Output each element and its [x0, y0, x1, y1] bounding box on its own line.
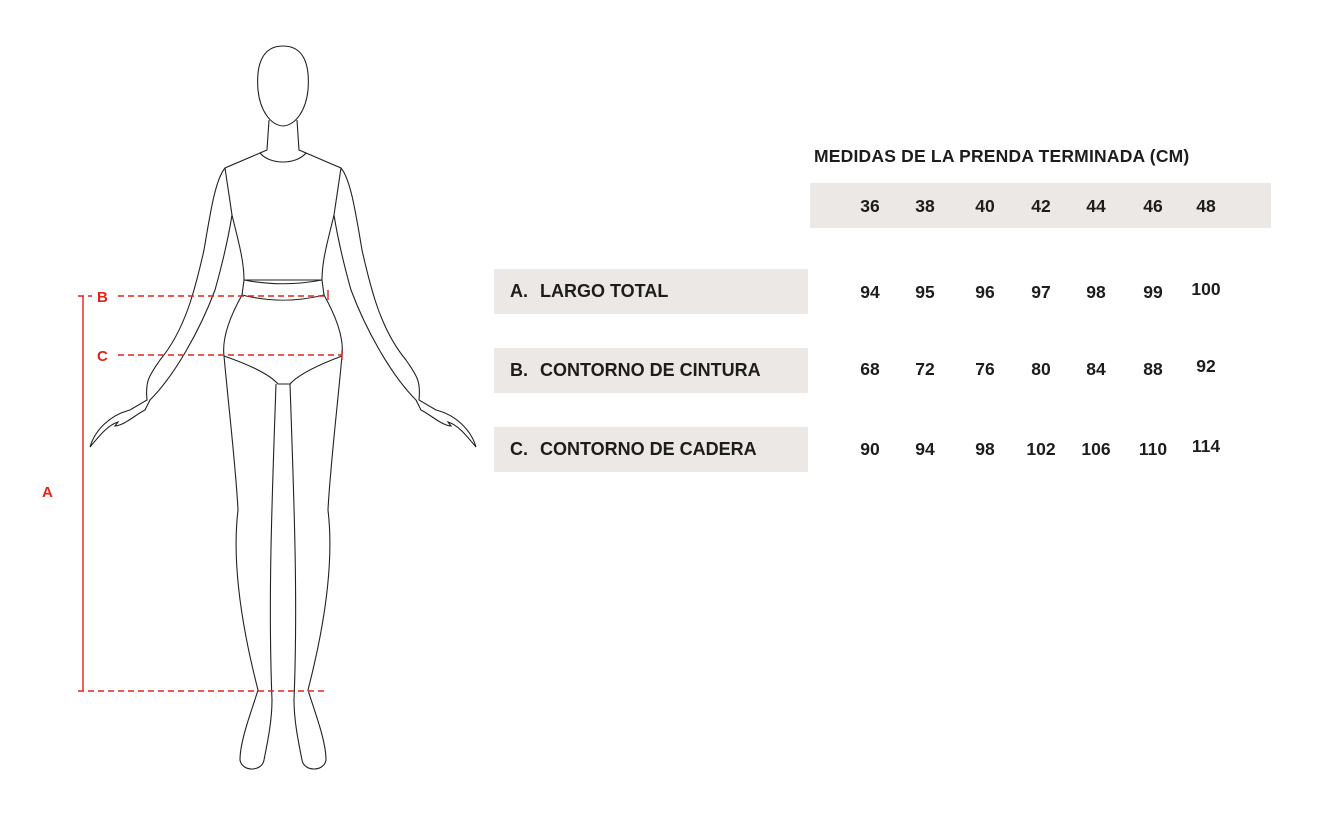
row-label: CONTORNO DE CADERA: [540, 439, 757, 459]
label-c: C: [97, 348, 108, 365]
table-cell: 98: [975, 439, 995, 459]
table-cell: 99: [1143, 282, 1163, 302]
size-header: 44: [1086, 196, 1106, 216]
table-cell: 110: [1138, 439, 1168, 459]
measurement-lines: [78, 290, 343, 692]
row-letter: B.: [510, 360, 528, 380]
table-cell: 90: [860, 439, 880, 459]
size-header-band: [810, 183, 1271, 228]
label-b: B: [97, 289, 108, 306]
table-cell: 96: [975, 282, 995, 302]
row-label-contorno-cadera: C. CONTORNO DE CADERA: [494, 427, 808, 472]
table-cell: 94: [860, 282, 880, 302]
table-cell: 76: [975, 359, 995, 379]
row-label: CONTORNO DE CINTURA: [540, 360, 761, 380]
table-cell: 98: [1086, 282, 1106, 302]
row-label: LARGO TOTAL: [540, 281, 669, 301]
row-letter: A.: [510, 281, 528, 301]
table-cell: 97: [1031, 282, 1051, 302]
table-cell: 102: [1026, 439, 1056, 459]
row-label-largo-total: A. LARGO TOTAL: [494, 269, 808, 314]
body-figure-diagram: B C A: [42, 45, 477, 770]
table-cell: 72: [915, 359, 935, 379]
size-header: 48: [1196, 196, 1216, 216]
table-cell: 100: [1191, 279, 1221, 299]
size-header: 40: [975, 196, 995, 216]
table-cell: 94: [915, 439, 935, 459]
size-header: 46: [1143, 196, 1163, 216]
table-title: MEDIDAS DE LA PRENDA TERMINADA (CM): [814, 146, 1190, 166]
row-label-contorno-cintura: B. CONTORNO DE CINTURA: [494, 348, 808, 393]
table-cell: 84: [1086, 359, 1106, 379]
table-cell: 88: [1143, 359, 1163, 379]
table-cell: 106: [1081, 439, 1111, 459]
table-cell: 95: [915, 282, 935, 302]
table-cell: 68: [860, 359, 880, 379]
body-outline: [89, 45, 477, 770]
label-a: A: [42, 484, 53, 501]
table-cell: 80: [1031, 359, 1051, 379]
table-cell: 92: [1196, 356, 1216, 376]
size-header: 36: [860, 196, 880, 216]
size-header: 38: [915, 196, 935, 216]
size-header: 42: [1031, 196, 1051, 216]
table-cell: 114: [1191, 436, 1221, 456]
row-letter: C.: [510, 439, 528, 459]
